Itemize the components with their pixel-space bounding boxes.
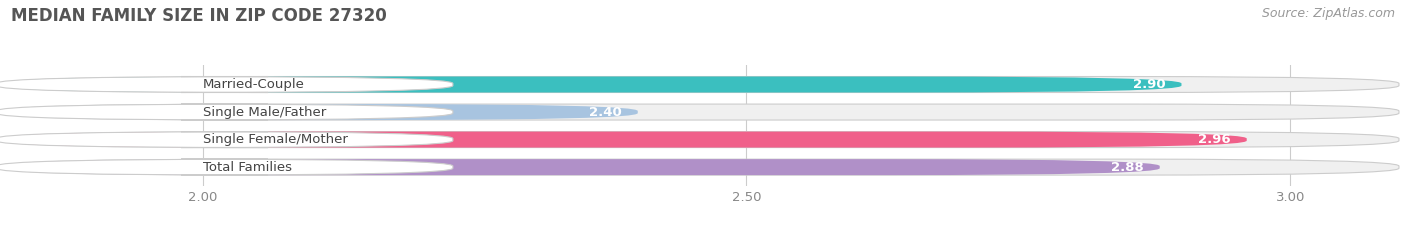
FancyBboxPatch shape: [7, 132, 1247, 147]
FancyBboxPatch shape: [0, 104, 453, 120]
FancyBboxPatch shape: [7, 159, 1160, 175]
Text: 2.40: 2.40: [589, 106, 621, 119]
FancyBboxPatch shape: [7, 104, 638, 120]
FancyBboxPatch shape: [7, 104, 1399, 120]
Text: 2.90: 2.90: [1133, 78, 1166, 91]
FancyBboxPatch shape: [7, 132, 1399, 147]
Text: MEDIAN FAMILY SIZE IN ZIP CODE 27320: MEDIAN FAMILY SIZE IN ZIP CODE 27320: [11, 7, 387, 25]
FancyBboxPatch shape: [7, 159, 1399, 175]
Text: Single Female/Mother: Single Female/Mother: [202, 133, 347, 146]
Text: 2.88: 2.88: [1111, 161, 1143, 174]
Text: Single Male/Father: Single Male/Father: [202, 106, 326, 119]
FancyBboxPatch shape: [7, 76, 1399, 93]
FancyBboxPatch shape: [0, 159, 453, 175]
Text: Source: ZipAtlas.com: Source: ZipAtlas.com: [1261, 7, 1395, 20]
Text: 2.96: 2.96: [1198, 133, 1230, 146]
Text: Total Families: Total Families: [202, 161, 292, 174]
FancyBboxPatch shape: [0, 132, 453, 147]
FancyBboxPatch shape: [0, 76, 453, 93]
FancyBboxPatch shape: [7, 76, 1181, 93]
Text: Married-Couple: Married-Couple: [202, 78, 305, 91]
